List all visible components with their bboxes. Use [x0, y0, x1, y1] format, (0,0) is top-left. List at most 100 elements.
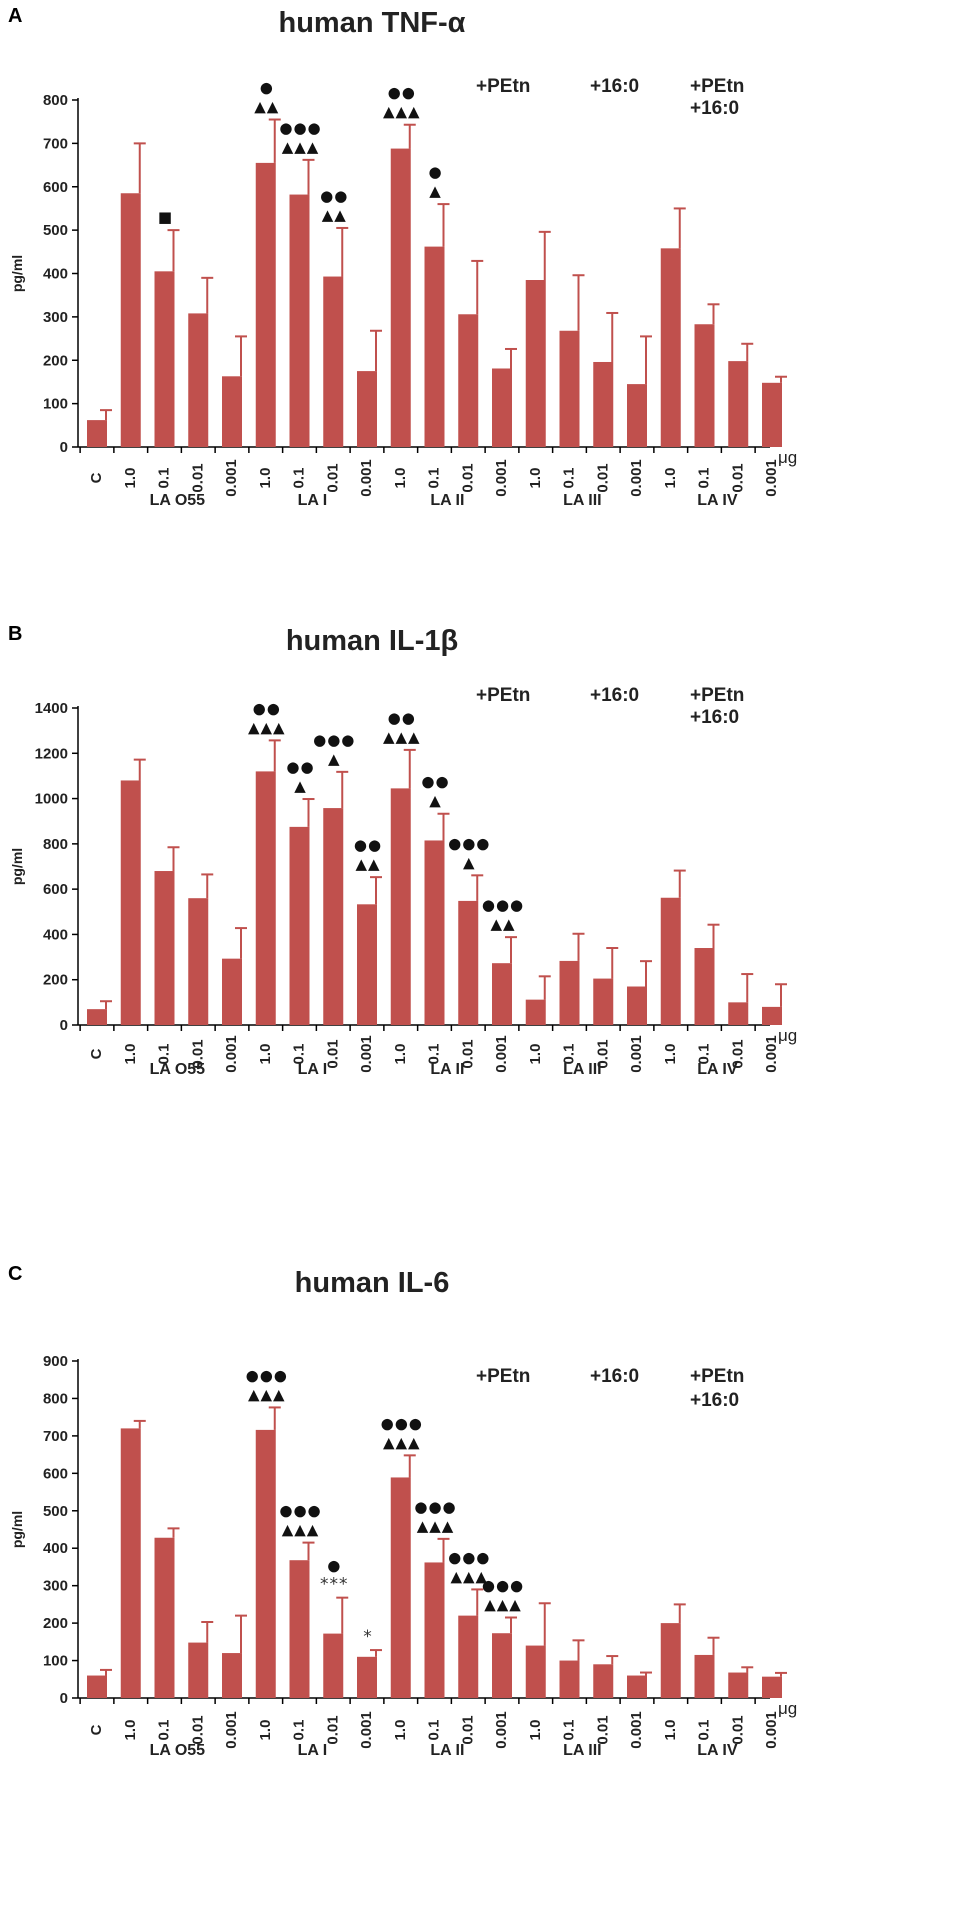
bar — [492, 963, 512, 1025]
x-tick-label: 0.1 — [696, 1044, 713, 1065]
panel-letter: A — [8, 5, 22, 27]
panel-letter: C — [8, 1263, 22, 1285]
bar — [492, 1633, 512, 1698]
significance-marker: ▲▲ — [254, 98, 279, 116]
bar — [255, 1429, 276, 1698]
bar — [120, 780, 141, 1025]
bar — [728, 1672, 749, 1698]
bar — [390, 1477, 411, 1698]
significance-marker: ▲ — [429, 182, 442, 200]
x-tick-label: 1.0 — [257, 1720, 274, 1741]
bar — [154, 871, 175, 1025]
bar — [154, 271, 175, 447]
x-tick-label: 0.001 — [493, 1711, 510, 1749]
x-tick-label: 0.01 — [324, 463, 341, 492]
y-tick-label: 600 — [43, 179, 68, 196]
bar — [188, 898, 209, 1025]
significance-marker: ▲▲▲ — [450, 1567, 488, 1585]
x-tick-label: 0.01 — [324, 1715, 341, 1744]
significance-marker: ●●● — [482, 896, 524, 914]
y-tick-label: 800 — [43, 92, 68, 109]
bar — [120, 1428, 141, 1698]
bar — [627, 1675, 647, 1698]
significance-marker: ●●● — [448, 834, 490, 852]
group-label: LA O55 — [150, 492, 206, 509]
x-tick-label: 0.01 — [594, 1039, 611, 1068]
y-axis-label: pg/ml — [9, 1511, 25, 1548]
significance-marker: ●●● — [313, 731, 355, 749]
bar — [525, 999, 546, 1025]
treatment-label: +16:0 — [690, 1390, 739, 1411]
group-label: LA III — [563, 1061, 602, 1078]
y-tick-label: 700 — [43, 1428, 68, 1445]
x-tick-label: 0.001 — [763, 459, 780, 497]
bar — [424, 840, 445, 1025]
bar — [120, 193, 141, 447]
group-label: LA IV — [697, 1742, 738, 1759]
significance-marker: ▲ — [294, 777, 307, 795]
x-tick-label: 0.01 — [189, 1715, 206, 1744]
significance-marker: ●●● — [279, 1502, 321, 1520]
significance-marker: ●●● — [448, 1548, 490, 1566]
x-tick-label: 0.1 — [291, 1720, 308, 1741]
x-tick-label: 0.001 — [223, 1711, 240, 1749]
bar — [660, 248, 681, 447]
x-tick-label: 1.0 — [662, 1044, 679, 1065]
y-tick-label: 500 — [43, 222, 68, 239]
bar — [255, 771, 276, 1025]
treatment-label: +16:0 — [690, 707, 739, 728]
x-tick-label: 0.1 — [696, 468, 713, 489]
treatment-label: +PEtn — [690, 76, 744, 97]
bar — [627, 986, 647, 1025]
x-tick-label: 0.1 — [426, 468, 443, 489]
group-label: LA III — [563, 492, 602, 509]
x-tick-label: 0.01 — [459, 1039, 476, 1068]
bar — [323, 1633, 344, 1698]
y-tick-label: 700 — [43, 135, 68, 152]
x-tick-label: 0.1 — [156, 1720, 173, 1741]
bar — [458, 314, 479, 447]
group-label: LA O55 — [150, 1742, 206, 1759]
treatment-label: +16:0 — [590, 1366, 639, 1387]
significance-marker: ●● — [388, 84, 416, 102]
bar — [323, 276, 344, 447]
unit-label: μg — [778, 1699, 797, 1718]
significance-marker: ▲ — [328, 750, 341, 768]
x-tick-label: C — [88, 472, 105, 483]
bar — [559, 1660, 580, 1698]
x-tick-label: 1.0 — [662, 1720, 679, 1741]
y-tick-label: 200 — [43, 1615, 68, 1632]
significance-marker: ▲▲ — [322, 206, 347, 224]
bar — [289, 194, 310, 447]
bar — [559, 960, 580, 1025]
x-tick-label: 0.1 — [426, 1720, 443, 1741]
y-tick-label: 200 — [43, 972, 68, 989]
significance-marker: ▲▲▲ — [282, 138, 320, 156]
chart-title: human IL-6 — [295, 1267, 450, 1299]
x-tick-label: 0.01 — [459, 1715, 476, 1744]
x-tick-label: 1.0 — [527, 468, 544, 489]
x-tick-label: 0.01 — [189, 463, 206, 492]
x-tick-label: 1.0 — [122, 1720, 139, 1741]
bar — [593, 978, 614, 1025]
group-label: LA II — [430, 492, 464, 509]
group-label: LA I — [298, 492, 328, 509]
significance-marker: ▲▲▲ — [282, 1521, 320, 1539]
x-tick-label: 1.0 — [662, 468, 679, 489]
x-tick-label: 0.001 — [763, 1035, 780, 1073]
unit-label: μg — [778, 448, 797, 467]
significance-marker: ●●● — [414, 1498, 456, 1516]
x-tick-label: 0.01 — [729, 1715, 746, 1744]
significance-marker: ▲▲▲ — [417, 1517, 455, 1535]
x-tick-label: 1.0 — [392, 1720, 409, 1741]
treatment-label: +16:0 — [590, 76, 639, 97]
x-tick-label: 0.001 — [493, 1035, 510, 1073]
y-tick-label: 300 — [43, 309, 68, 326]
x-tick-label: 1.0 — [257, 1044, 274, 1065]
x-tick-label: 0.01 — [729, 463, 746, 492]
bar — [222, 1653, 242, 1698]
bar — [627, 384, 647, 447]
